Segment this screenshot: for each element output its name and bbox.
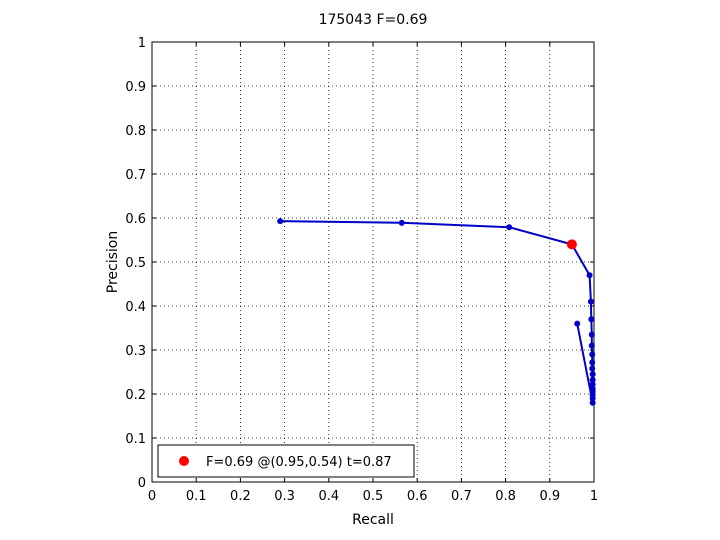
grid xyxy=(152,42,594,482)
pr-curve-point xyxy=(589,359,596,366)
x-tick-label: 0.2 xyxy=(230,489,251,504)
x-tick-label: 0.8 xyxy=(495,489,516,504)
pr-curve-point xyxy=(589,371,596,378)
y-tick-label: 0.6 xyxy=(125,212,146,227)
y-tick-label: 0.5 xyxy=(125,256,146,271)
pr-curve-point xyxy=(506,224,513,231)
y-tick-label: 0.7 xyxy=(125,168,146,183)
y-tick-label: 0.4 xyxy=(125,300,146,315)
legend-label: F=0.69 @(0.95,0.54) t=0.87 xyxy=(206,455,392,470)
x-tick-label: 0.4 xyxy=(318,489,339,504)
legend: F=0.69 @(0.95,0.54) t=0.87 xyxy=(157,444,415,478)
pr-curve-point xyxy=(589,399,596,406)
y-tick-label: 0.3 xyxy=(125,344,146,359)
x-axis-title: Recall xyxy=(352,512,394,528)
y-tick-label: 0.1 xyxy=(125,432,146,447)
x-tick-label: 0.5 xyxy=(363,489,384,504)
pr-curve-point xyxy=(589,395,596,402)
highlight-layer xyxy=(566,239,577,250)
x-tick-label: 0.1 xyxy=(186,489,207,504)
pr-curve-point xyxy=(588,331,595,338)
pr-curve-point xyxy=(398,219,405,226)
pr-curve-point xyxy=(588,316,595,323)
y-axis-title: Precision xyxy=(105,231,121,293)
pr-curve-point xyxy=(588,342,595,349)
pr-curve-point xyxy=(589,381,596,388)
axis-ticks: 0 0.1 0.2 0.3 0.4 0.5 0.6 0.7 0.8 0.9 1 0 0.1 0.2 0.3 0… xyxy=(125,36,598,504)
chart-title: 175043 F=0.69 xyxy=(319,12,428,28)
y-tick-label: 0.2 xyxy=(125,388,146,403)
y-tick-label: 1 xyxy=(138,36,146,51)
x-tick-label: 0.7 xyxy=(451,489,472,504)
pr-curve-point xyxy=(589,376,596,383)
x-tick-label: 0.6 xyxy=(407,489,428,504)
pr-curve-point xyxy=(574,320,581,327)
pr-curve-point xyxy=(589,365,596,372)
pr-curve-point xyxy=(277,218,284,225)
x-tick-label: 0 xyxy=(148,489,156,504)
legend-marker xyxy=(179,456,189,466)
y-tick-label: 0 xyxy=(138,476,146,491)
y-tick-label: 0.9 xyxy=(125,80,146,95)
pr-curve-point xyxy=(586,272,593,279)
x-tick-label: 0.3 xyxy=(274,489,295,504)
legend-box xyxy=(157,444,415,478)
pr-curve-point xyxy=(587,298,594,305)
y-tick-label: 0.8 xyxy=(125,124,146,139)
x-tick-label: 0.9 xyxy=(539,489,560,504)
best-f-point xyxy=(566,239,577,250)
x-tick-label: 1 xyxy=(590,489,598,504)
pr-curve-point xyxy=(589,351,596,358)
